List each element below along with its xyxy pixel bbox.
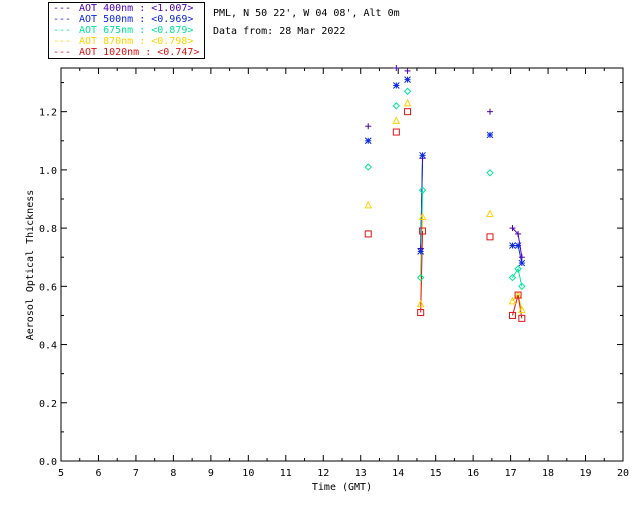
y-axis-label: Aerosol Optical Thickness [25,190,36,341]
data-point [518,254,525,261]
data-point [486,169,494,177]
y-tick-label: 0.6 [39,282,57,293]
x-tick-label: 9 [208,468,214,479]
y-tick-label: 0.4 [39,341,57,352]
data-point [518,305,526,314]
data-point [404,67,411,74]
data-point [419,151,426,159]
data-point [509,225,516,232]
series-markers [364,65,526,322]
data-point [518,282,526,291]
data-point [514,242,522,249]
data-point [365,123,372,130]
legend-swatch: --- [53,36,72,47]
x-tick-label: 10 [242,468,254,479]
legend-entry: --- AOT 1020nm : <0.747> [53,47,199,59]
x-tick-label: 6 [95,468,101,479]
legend-entry: --- AOT 675nm : <0.879> [53,25,193,37]
data-point [508,311,516,319]
data-point [417,248,425,255]
data-point [392,102,401,110]
data-point [364,200,373,209]
data-point [486,209,494,218]
legend-label: AOT 400nm : <1.007> [79,3,194,14]
data-point [416,299,425,308]
data-point [509,242,516,249]
data-point [486,131,494,139]
data-point [364,163,372,171]
data-point [364,137,372,145]
data-point [403,87,412,95]
y-tick-label: 1.0 [39,166,57,177]
legend-label: AOT 675nm : <0.879> [79,25,194,36]
x-tick-label: 16 [467,468,479,479]
data-point [404,108,412,116]
legend-entry: --- AOT 870nm : <0.798> [53,36,193,48]
legend-label: AOT 870nm : <0.798> [79,36,194,47]
data-point [392,82,400,89]
data-point [518,259,526,267]
x-tick-label: 12 [317,468,329,479]
y-axis: 0.0 0.2 0.4 0.6 0.8 1.0 1.2 [39,82,623,468]
data-point [403,98,412,107]
data-point [514,291,522,299]
y-tick-label: 0.0 [39,457,57,468]
x-tick-label: 13 [355,468,367,479]
x-tick-label: 15 [430,468,442,479]
legend-swatch: --- [53,47,72,58]
data-point [404,76,411,83]
legend-swatch: --- [53,3,72,14]
legend-swatch: --- [53,14,72,25]
x-tick-label: 11 [280,468,292,479]
x-tick-label: 8 [170,468,176,479]
x-axis: 5 6 7 8 9 10 11 12 13 14 15 16 17 18 19 20 [58,68,629,479]
data-point [518,314,526,322]
data-point [393,65,400,71]
series-line-1 [420,155,424,252]
series-line-4 [511,294,523,319]
data-point [392,116,401,124]
data-point [417,309,425,317]
location-text: PML, N 50 22', W 04 08', Alt 0m [213,8,400,19]
plot-frame [60,67,624,462]
x-tick-label: 20 [617,468,629,479]
data-point [486,108,493,115]
x-tick-label: 19 [580,468,592,479]
x-tick-label: 5 [58,468,64,479]
data-point [418,212,427,220]
series-line-4 [420,231,424,313]
data-point [418,186,427,194]
data-point [364,230,372,238]
y-tick-label: 0.8 [39,224,57,235]
legend-label: AOT 1020nm : <0.747> [79,47,200,58]
x-tick-label: 14 [392,468,404,479]
y-tick-label: 0.2 [39,399,57,410]
legend-entry: --- AOT 400nm : <1.007> [53,3,193,15]
data-point [514,265,522,273]
legend-swatch: --- [53,25,72,36]
x-tick-label: 7 [133,468,139,479]
data-point [392,128,400,136]
data-point [419,227,427,235]
data-point [508,273,517,282]
data-point [486,233,494,241]
y-tick-label: 1.2 [39,108,57,119]
x-tick-label: 17 [505,468,517,479]
data-point [508,296,517,305]
series-line-2 [512,267,523,287]
data-point [515,230,522,237]
date-text: Data from: 28 Mar 2022 [213,26,346,37]
x-axis-label: Time (GMT) [312,482,372,493]
legend-label: AOT 500nm : <0.969> [79,14,194,25]
x-tick-label: 18 [542,468,554,479]
data-point [416,273,425,282]
legend-entry: --- AOT 500nm : <0.969> [53,14,193,26]
series-lines [420,155,523,319]
legend: --- AOT 400nm : <1.007> --- AOT 500nm : <0.… [48,2,205,59]
